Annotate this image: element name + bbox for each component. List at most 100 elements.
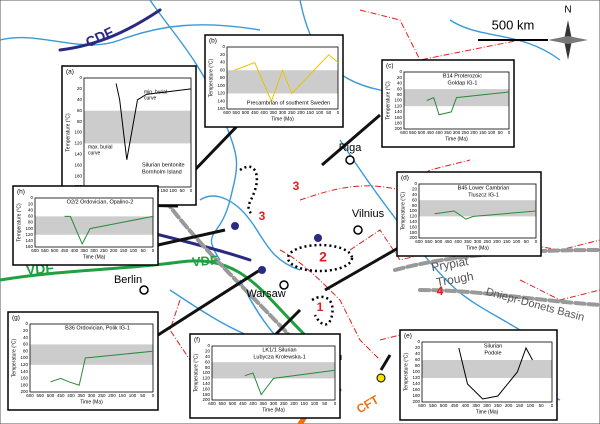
y-tick-label: 180 bbox=[74, 173, 82, 178]
y-tick-label: 0 bbox=[79, 75, 82, 80]
y-tick-label: 0 bbox=[399, 69, 402, 74]
inset-title: Precambrian of southernt Sweden bbox=[247, 100, 330, 106]
y-tick-label: 160 bbox=[202, 386, 210, 391]
inset-chart: 0204060801001201401601802006005505004504… bbox=[61, 65, 197, 206]
temperature-window bbox=[227, 70, 338, 94]
y-tick-label: 180 bbox=[409, 230, 417, 235]
y-tick-label: 120 bbox=[217, 91, 225, 96]
y-tick-label: 180 bbox=[412, 393, 420, 398]
x-tick-label: 0 bbox=[152, 393, 155, 398]
inset-title: Silurian bbox=[484, 343, 502, 349]
y-tick-label: 180 bbox=[20, 382, 28, 387]
x-tick-label: 150 bbox=[503, 239, 511, 244]
y-tick-label: 40 bbox=[415, 351, 421, 356]
x-tick-label: 550 bbox=[41, 248, 49, 253]
x-tick-label: 150 bbox=[300, 401, 308, 406]
y-tick-label: 140 bbox=[202, 381, 210, 386]
plot-area bbox=[421, 341, 553, 403]
map-label: VDF bbox=[191, 252, 218, 269]
x-tick-label: 550 bbox=[425, 239, 433, 244]
arrows bbox=[129, 113, 401, 371]
x-tick-label: 300 bbox=[88, 393, 96, 398]
x-tick-label: 400 bbox=[435, 130, 443, 135]
x-tick-label: 200 bbox=[297, 110, 305, 115]
y-tick-label: 80 bbox=[220, 75, 226, 80]
x-tick-label: 150 bbox=[479, 130, 487, 135]
inset-label: (a) bbox=[66, 69, 74, 76]
x-tick-label: 550 bbox=[36, 393, 44, 398]
y-tick-label: 80 bbox=[23, 348, 29, 353]
y-tick-label: 100 bbox=[217, 83, 225, 88]
x-tick-label: 200 bbox=[290, 401, 298, 406]
x-tick-label: 600 bbox=[26, 393, 34, 398]
x-tick-label: 600 bbox=[31, 248, 39, 253]
inset-label: (e) bbox=[404, 333, 412, 340]
x-tick-label: 400 bbox=[454, 239, 462, 244]
y-tick-label: 80 bbox=[412, 203, 418, 208]
y-tick-label: 160 bbox=[74, 162, 82, 167]
y-axis-label: Temperature (°C) bbox=[193, 353, 199, 392]
x-tick-label: 200 bbox=[493, 239, 501, 244]
burial-curve bbox=[434, 210, 537, 220]
y-tick-label: 80 bbox=[28, 220, 34, 225]
x-tick-label: 200 bbox=[505, 403, 513, 408]
y-tick-label: 100 bbox=[394, 98, 402, 103]
y-tick-label: 80 bbox=[205, 365, 211, 370]
x-tick-label: 150 bbox=[118, 393, 126, 398]
x-tick-label: 500 bbox=[242, 110, 250, 115]
map-label: 3 bbox=[259, 209, 266, 223]
y-tick-label: 20 bbox=[397, 75, 403, 80]
x-tick-label: 350 bbox=[80, 248, 88, 253]
map-label: Trough bbox=[435, 269, 474, 289]
y-tick-label: 120 bbox=[74, 141, 82, 146]
x-tick-label: 50 bbox=[140, 393, 146, 398]
x-tick-label: 500 bbox=[435, 239, 443, 244]
x-tick-label: 350 bbox=[444, 130, 452, 135]
x-tick-label: 550 bbox=[232, 110, 240, 115]
y-tick-label: 60 bbox=[412, 197, 418, 202]
curve-note: curve bbox=[144, 95, 156, 101]
y-tick-label: 200 bbox=[412, 399, 420, 404]
y-tick-label: 80 bbox=[415, 363, 421, 368]
plot-area bbox=[34, 197, 154, 248]
inset-title: O2/2 Ordovician, Opalino-2 bbox=[67, 199, 134, 205]
inset-title: Podole bbox=[484, 350, 501, 356]
x-tick-label: 250 bbox=[494, 403, 502, 408]
burial-curve bbox=[234, 54, 339, 103]
x-tick-label: 400 bbox=[249, 401, 257, 406]
y-tick-label: 20 bbox=[28, 201, 34, 206]
x-tick-label: 400 bbox=[462, 403, 470, 408]
x-tick-label: 0 bbox=[535, 239, 538, 244]
map-label: Riga bbox=[339, 142, 363, 154]
y-tick-label: 100 bbox=[412, 369, 420, 374]
x-tick-label: 450 bbox=[251, 110, 259, 115]
x-tick-label: 550 bbox=[429, 403, 437, 408]
y-tick-label: 20 bbox=[220, 52, 226, 57]
inset-title: B36 Ordovician, Polik IG-1 bbox=[65, 325, 130, 331]
plot-area bbox=[29, 323, 154, 393]
y-tick-label: 160 bbox=[25, 244, 33, 249]
x-tick-label: 400 bbox=[67, 393, 75, 398]
y-tick-label: 100 bbox=[74, 130, 82, 135]
x-tick-label: 550 bbox=[218, 401, 226, 406]
inset-title: Lubycza Krolewska-1 bbox=[253, 354, 305, 360]
y-tick-label: 60 bbox=[415, 357, 421, 362]
north-label: N bbox=[564, 5, 571, 16]
y-tick-label: 120 bbox=[394, 103, 402, 108]
y-tick-label: 20 bbox=[205, 349, 211, 354]
north-arrow bbox=[548, 20, 588, 60]
x-tick-label: 350 bbox=[259, 401, 267, 406]
y-tick-label: 120 bbox=[202, 376, 210, 381]
x-tick-label: 400 bbox=[260, 110, 268, 115]
inset-label: (h) bbox=[17, 189, 25, 196]
x-tick-label: 50 bbox=[498, 130, 504, 135]
x-tick-label: 150 bbox=[120, 248, 128, 253]
y-tick-label: 60 bbox=[397, 86, 403, 91]
x-axis-label: Time (Ma) bbox=[83, 254, 106, 260]
map-label: 2 bbox=[319, 249, 327, 265]
x-tick-label: 100 bbox=[129, 393, 137, 398]
x-tick-label: 350 bbox=[464, 239, 472, 244]
plot-area bbox=[226, 46, 339, 110]
map-label: Berlin bbox=[114, 274, 142, 286]
